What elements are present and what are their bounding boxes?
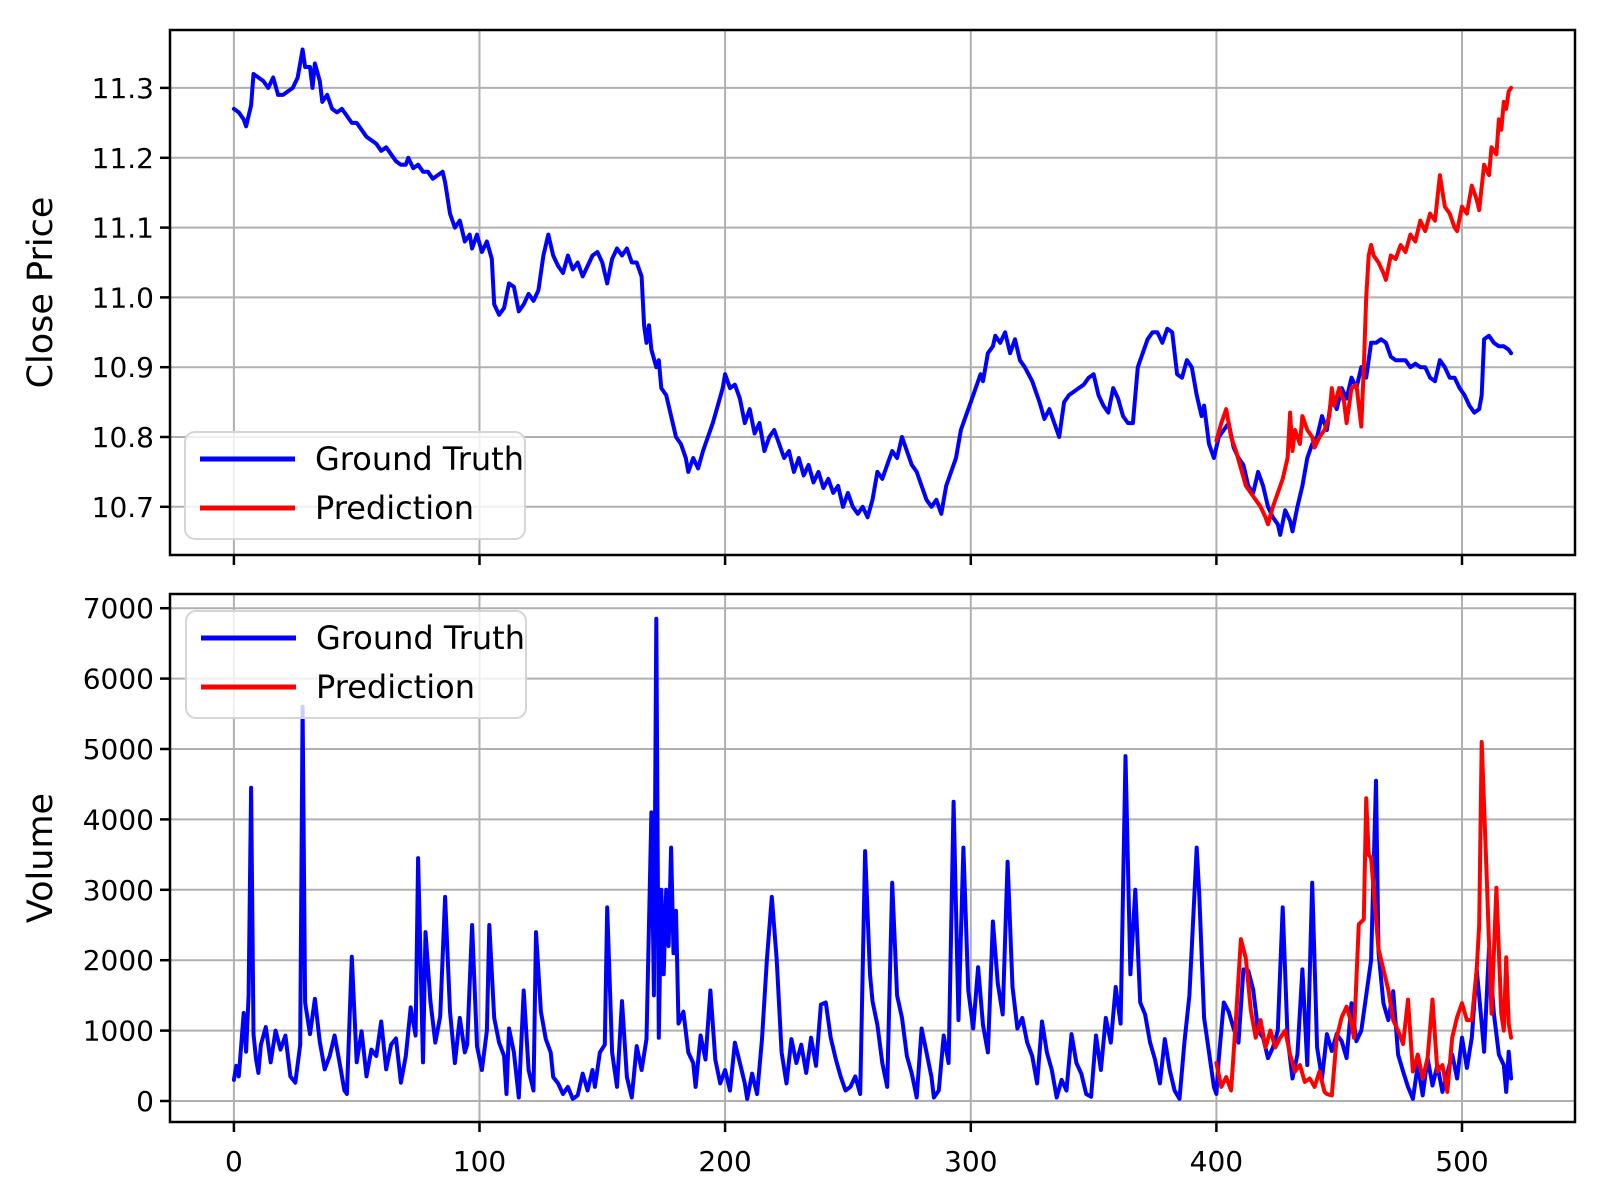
y-tick-label: 11.1 <box>92 212 154 245</box>
x-tick-label: 200 <box>698 1145 751 1178</box>
y-tick-label: 0 <box>136 1085 154 1118</box>
ground-truth-line <box>231 616 1514 1101</box>
x-tick-label: 0 <box>225 1145 243 1178</box>
prediction-line <box>1214 85 1514 527</box>
ticks <box>160 86 1464 565</box>
y-tick-label: 11.3 <box>92 72 154 105</box>
axes-frame <box>168 28 1577 557</box>
volume-axis-label: Volume <box>21 793 61 923</box>
y-tick-label: 4000 <box>83 803 154 836</box>
y-tick-label: 10.8 <box>92 421 154 454</box>
x-tick-label: 100 <box>453 1145 506 1178</box>
y-tick-label: 2000 <box>83 944 154 977</box>
price-panel: 10.7 10.8 10.9 11.0 11.1 11.2 11.3 Close Price G… <box>21 28 1577 565</box>
legend: Ground Truth Prediction <box>184 431 526 540</box>
x-tick-label: 300 <box>944 1145 997 1178</box>
axes-frame <box>168 592 1577 1124</box>
y-tick-label: 10.9 <box>92 351 154 384</box>
y-tick-label: 1000 <box>83 1015 154 1048</box>
ticks <box>160 606 1464 1132</box>
legend-label: Ground Truth <box>315 440 524 478</box>
price-axis-label: Close Price <box>21 197 61 389</box>
legend-label: Prediction <box>316 668 475 706</box>
volume-panel: 0 100 200 300 400 500010002000300040005000600… <box>21 592 1577 1178</box>
grid <box>170 594 1575 1122</box>
y-tick-label: 11.2 <box>92 142 154 175</box>
legend: Ground Truth Prediction <box>185 610 527 719</box>
legend-label: Prediction <box>315 489 474 527</box>
x-tick-label: 400 <box>1190 1145 1243 1178</box>
x-tick-label: 500 <box>1435 1145 1488 1178</box>
y-tick-label: 11.0 <box>92 281 154 314</box>
y-tick-label: 10.7 <box>92 491 154 524</box>
y-tick-label: 7000 <box>83 592 154 625</box>
y-tick-label: 3000 <box>83 874 154 907</box>
y-tick-label: 5000 <box>83 733 154 766</box>
ground-truth-line <box>231 47 1514 537</box>
y-tick-label: 6000 <box>83 663 154 696</box>
prediction-line <box>1214 740 1514 1098</box>
legend-label: Ground Truth <box>316 619 525 657</box>
